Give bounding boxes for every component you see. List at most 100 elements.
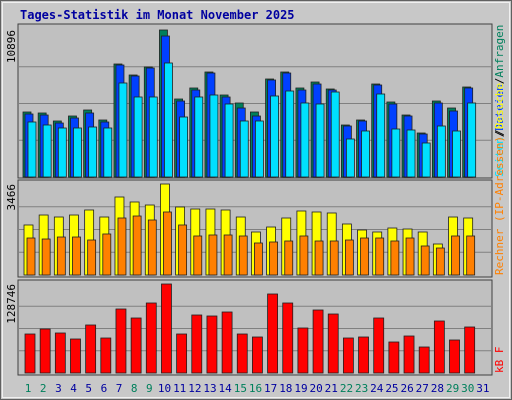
bar (327, 313, 339, 374)
x-tick-label: 14 (219, 382, 233, 395)
x-tick-label: 28 (431, 382, 444, 395)
bar (208, 234, 218, 276)
x-tick-label: 21 (325, 382, 338, 395)
bar (299, 235, 309, 276)
bar (435, 247, 445, 276)
bar (314, 240, 324, 276)
bar (358, 336, 369, 374)
bar (100, 337, 112, 374)
bar (344, 239, 354, 276)
bar (206, 315, 218, 374)
x-tick-label: 26 (400, 382, 413, 395)
x-tick-label: 23 (355, 382, 368, 395)
bar (164, 62, 173, 178)
bar (449, 339, 460, 374)
bar (255, 120, 264, 178)
bar (282, 302, 294, 374)
bar (56, 236, 66, 276)
bar (147, 219, 157, 276)
x-tick-label: 9 (146, 382, 153, 395)
bar (376, 93, 386, 178)
bar (117, 217, 127, 276)
bar (297, 327, 309, 374)
x-tick-label: 12 (188, 382, 201, 395)
bar (72, 236, 81, 276)
bar (451, 235, 460, 276)
bar (194, 96, 204, 178)
bar (102, 233, 112, 276)
bar (236, 333, 248, 374)
bar (39, 328, 51, 374)
bar (329, 240, 339, 276)
bar (464, 326, 476, 374)
bar (161, 283, 172, 374)
bar (178, 224, 188, 276)
x-tick-label: 16 (249, 382, 262, 395)
bar (176, 333, 188, 374)
bar (54, 332, 66, 374)
bar (467, 102, 477, 178)
legend-separator: / (493, 131, 506, 138)
bar (41, 238, 51, 276)
x-tick-label: 5 (85, 382, 92, 395)
bar (403, 335, 415, 374)
bar (132, 215, 142, 276)
bar (209, 94, 219, 178)
bar (73, 127, 82, 178)
bar (163, 211, 172, 276)
bar (118, 82, 128, 178)
bar (26, 237, 36, 276)
bar (375, 237, 385, 276)
x-tick-label: 13 (203, 382, 216, 395)
x-tick-label: 17 (264, 382, 277, 395)
bar (24, 333, 36, 374)
bar (85, 324, 97, 374)
x-tick-label: 25 (385, 382, 398, 395)
bar (115, 308, 127, 374)
bar (145, 302, 157, 374)
bar (179, 116, 189, 178)
bar (391, 128, 401, 178)
bar (300, 102, 310, 178)
bar (330, 91, 340, 178)
bar (285, 90, 295, 178)
legend: Rechner (IP-Adressen)/ Besuche (493, 83, 506, 275)
bar (390, 240, 400, 276)
bar (133, 96, 143, 178)
bar (269, 241, 278, 276)
legend-entry: Seiten (493, 137, 506, 177)
bar (193, 235, 203, 276)
bar (315, 103, 325, 178)
bar (238, 235, 248, 276)
x-tick-label: 24 (370, 382, 384, 395)
legend: kB F (493, 347, 506, 374)
bar (284, 240, 294, 276)
x-tick-label: 20 (310, 382, 323, 395)
bar (418, 346, 430, 374)
bar (224, 103, 234, 178)
bar (88, 126, 98, 178)
bar (70, 338, 81, 374)
x-tick-label: 31 (476, 382, 489, 395)
legend-entry: Rechner (IP-Adressen) (493, 136, 506, 275)
x-tick-label: 27 (416, 382, 429, 395)
x-tick-label: 10 (158, 382, 171, 395)
bar (87, 239, 97, 276)
bar (420, 245, 430, 276)
bar (148, 96, 158, 178)
bar (360, 237, 369, 276)
bar (254, 242, 263, 276)
x-tick-label: 22 (340, 382, 353, 395)
bar (452, 130, 461, 178)
bar (252, 336, 263, 374)
legend-entry: Anfragen (493, 25, 506, 78)
bar (361, 130, 370, 178)
y-tick-label: 128746 (5, 284, 18, 324)
bar (223, 234, 233, 276)
bar (27, 121, 37, 178)
bar (42, 124, 52, 178)
bar (267, 293, 278, 374)
y-tick-label: 10896 (5, 30, 18, 63)
